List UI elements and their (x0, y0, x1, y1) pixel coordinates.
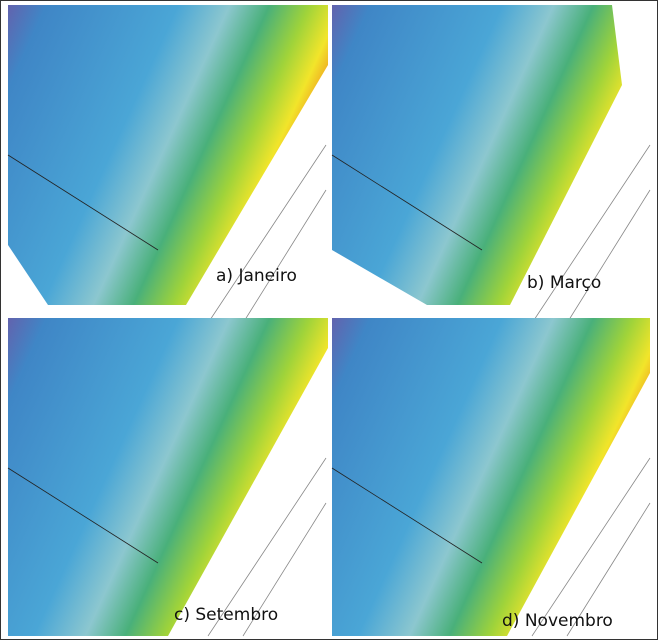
map-panel: c) Setembro (8, 318, 328, 636)
map-panel: a) Janeiro (8, 5, 328, 323)
guide-line (567, 190, 650, 323)
bathymetry (332, 318, 650, 636)
map-panel: b) Março (332, 5, 650, 323)
bathymetry (8, 318, 328, 636)
figure: a) Janeiro b) Março c) Setembro d) Novembro (0, 0, 658, 640)
bathymetry (332, 5, 622, 305)
map-panel: d) Novembro (332, 318, 650, 636)
guide-line (243, 190, 326, 323)
panel-label: b) Março (527, 273, 601, 293)
bathymetry (8, 5, 328, 305)
panel-label: a) Janeiro (216, 266, 297, 286)
panel-label: d) Novembro (502, 611, 613, 631)
panel-label: c) Setembro (174, 605, 278, 625)
page: a) Janeiro b) Março c) Setembro d) Novembro… (0, 0, 658, 640)
